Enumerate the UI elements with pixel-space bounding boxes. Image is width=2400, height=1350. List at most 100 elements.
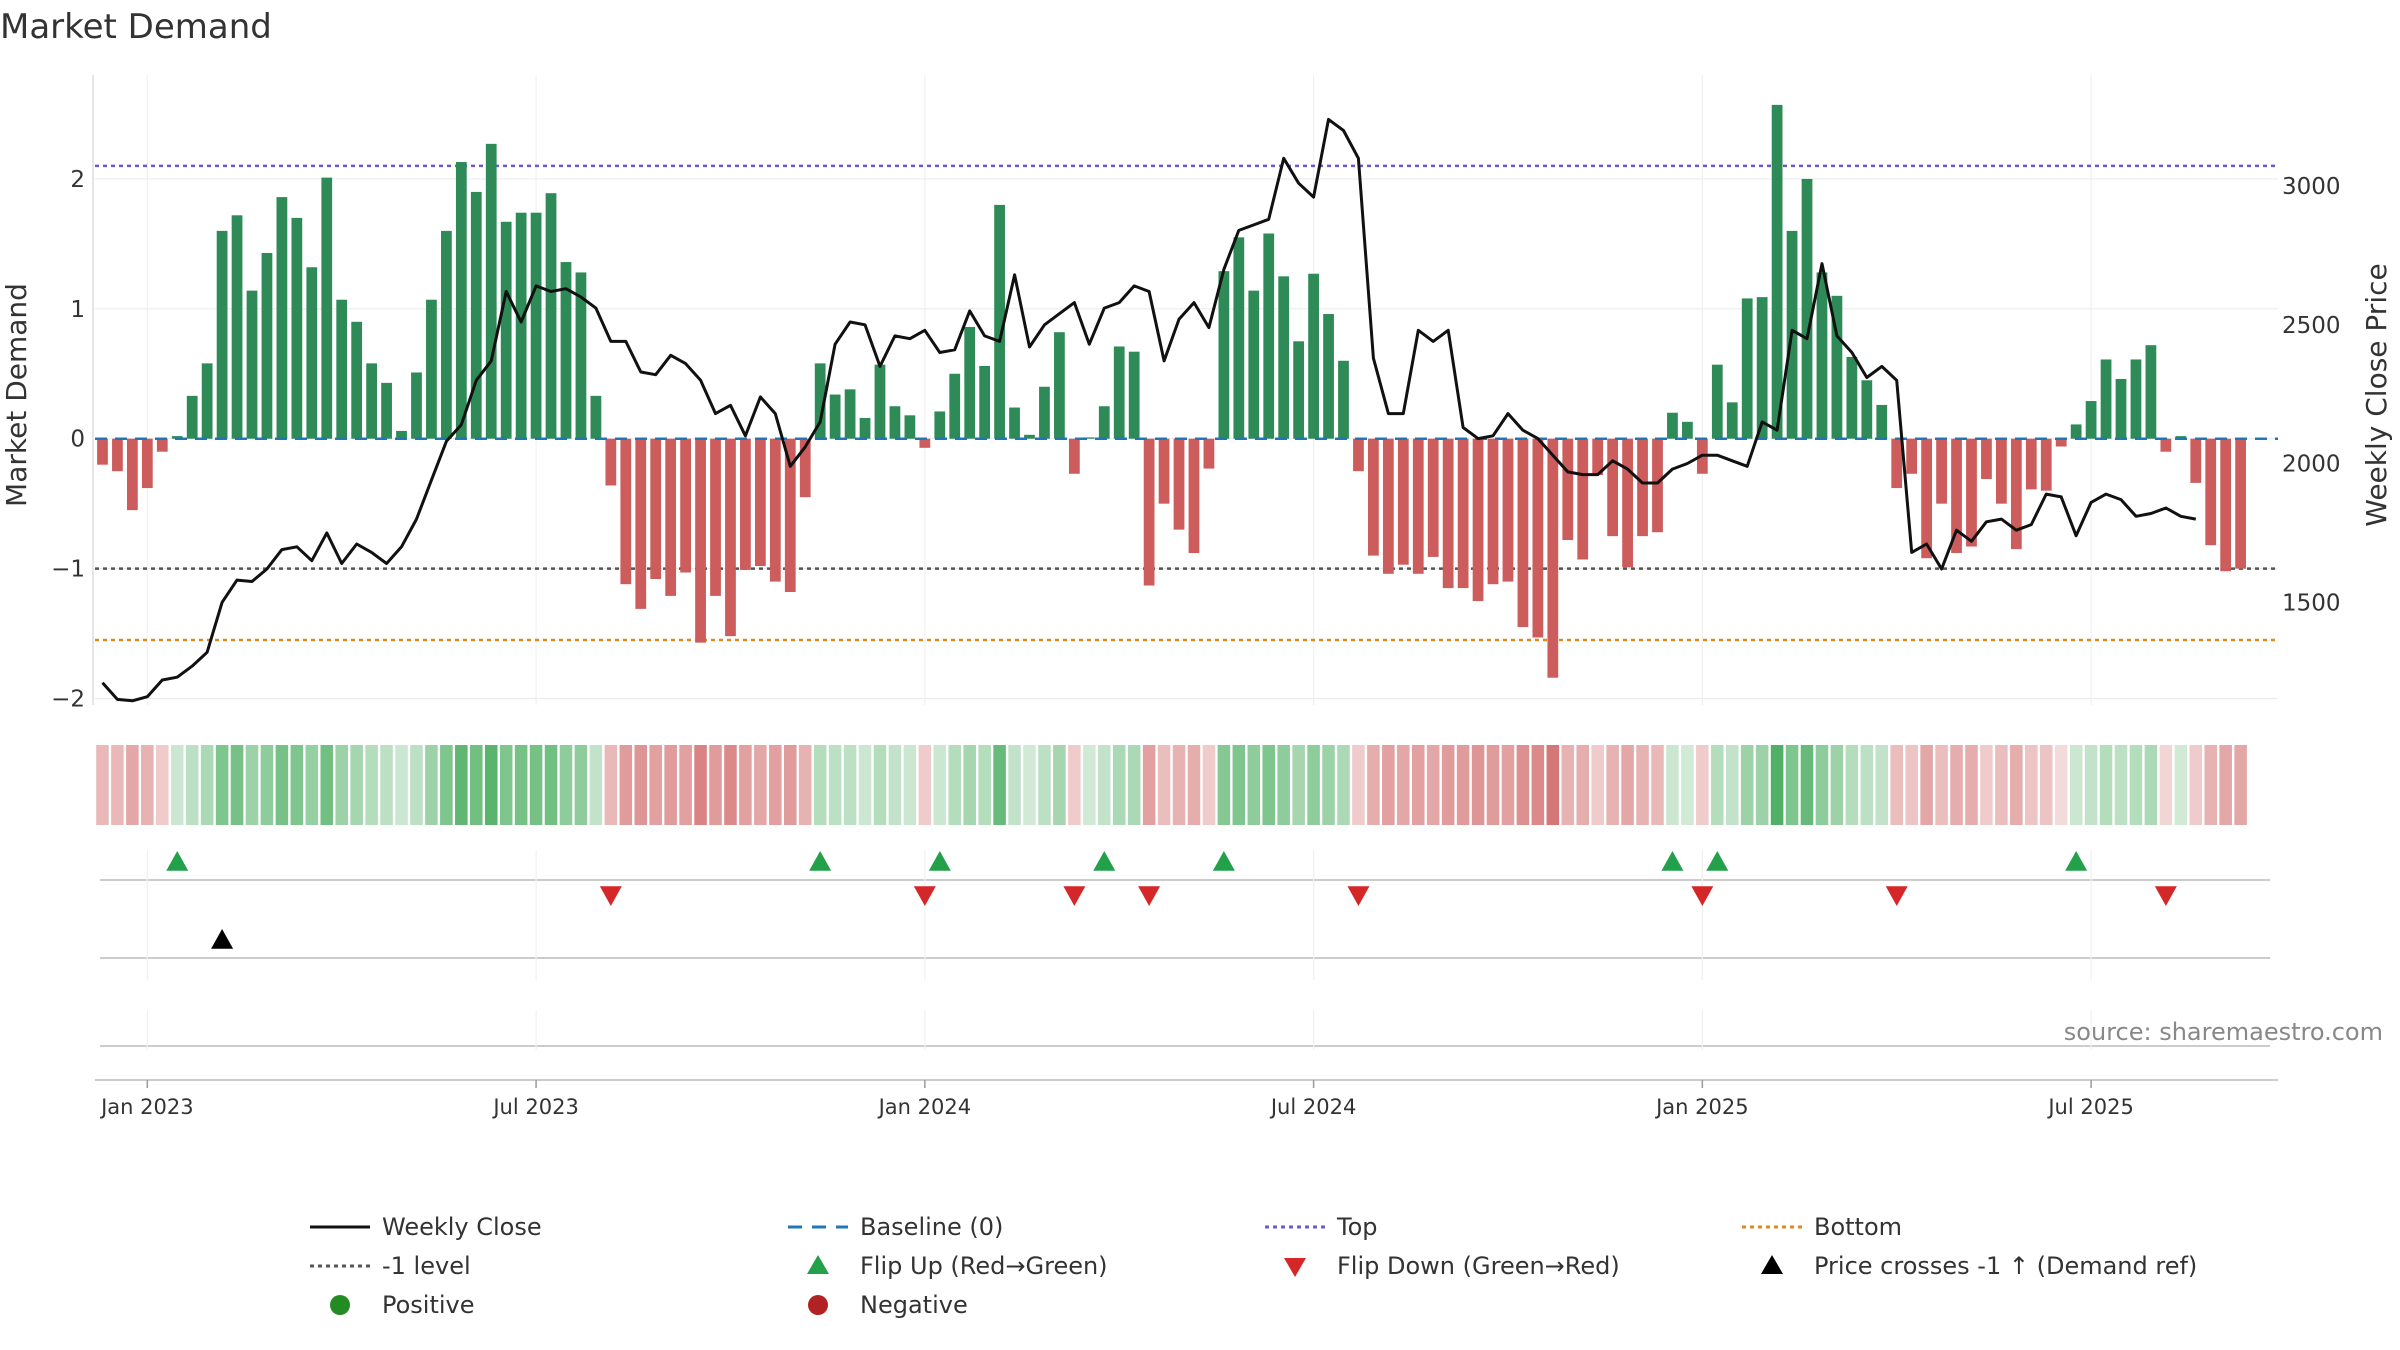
legend: Weekly Close Baseline (0) Top Bottom -1 leve… <box>310 1213 2197 1319</box>
heat-cell <box>1965 745 1978 825</box>
demand-bar <box>740 438 751 570</box>
demand-bar <box>590 395 602 439</box>
demand-bar <box>141 438 153 489</box>
demand-bar <box>1981 438 1992 479</box>
demand-bar <box>231 215 243 439</box>
flip-up-marker <box>1093 851 1116 871</box>
demand-bar <box>1831 295 1843 439</box>
demand-bar <box>411 372 422 439</box>
x-tick-label: Jan 2024 <box>877 1095 972 1119</box>
demand-bar <box>1622 438 1633 568</box>
demand-bar <box>1083 437 1095 439</box>
demand-bar <box>904 415 916 439</box>
x-tick-label: Jan 2023 <box>99 1095 194 1119</box>
demand-bar <box>1457 438 1469 589</box>
heat-cell <box>1845 745 1859 825</box>
demand-bar <box>1442 438 1454 589</box>
legend-swatch <box>1761 1255 1783 1274</box>
legend-label: Bottom <box>1814 1213 1902 1241</box>
demand-bar <box>859 417 871 439</box>
demand-bar <box>1353 438 1364 472</box>
demand-bar <box>799 438 811 498</box>
demand-bar <box>829 394 841 439</box>
demand-bar <box>1801 178 1813 439</box>
legend-label: Negative <box>860 1291 968 1319</box>
heat-cell <box>1651 745 1664 825</box>
demand-bar <box>784 438 796 592</box>
heat-cell <box>1561 745 1575 825</box>
heat-cell <box>365 745 378 825</box>
demand-bar <box>1652 438 1663 533</box>
flip-down-marker <box>1691 886 1714 906</box>
heat-cell <box>888 745 902 825</box>
demand-bar <box>844 389 856 439</box>
demand-bar <box>2115 378 2127 439</box>
heat-cell <box>1142 745 1156 825</box>
heat-cell <box>1740 745 1754 825</box>
price-cross-marker <box>211 929 234 949</box>
heat-cell <box>873 745 887 825</box>
heat-cell <box>1083 745 1096 825</box>
demand-bar <box>1667 412 1678 439</box>
demand-bar <box>1607 438 1619 537</box>
heat-cell <box>96 745 109 825</box>
heat-cell <box>709 745 722 825</box>
demand-bar <box>1203 438 1215 469</box>
demand-bar <box>1861 380 1873 439</box>
heat-cell <box>529 745 543 825</box>
heat-cell <box>440 745 453 825</box>
heat-cell <box>156 745 169 825</box>
y-tick-label: 0 <box>70 427 85 453</box>
demand-bar <box>1547 438 1559 678</box>
heat-cell <box>1397 745 1410 825</box>
demand-bar <box>1532 438 1544 638</box>
heat-cell <box>2204 745 2217 825</box>
heat-cell <box>1112 745 1126 825</box>
flip-down-marker <box>1138 886 1161 906</box>
demand-bar <box>949 373 961 439</box>
demand-bar <box>1891 438 1903 489</box>
heat-cell <box>544 745 558 825</box>
heat-cell <box>2189 745 2203 825</box>
demand-bar <box>1487 438 1499 585</box>
heat-cell <box>350 745 363 825</box>
heat-cell <box>1576 745 1590 825</box>
x-tick-label: Jul 2025 <box>2046 1095 2133 1119</box>
y-axes: −2 −1 0 1 2 1500 2000 2500 3000 <box>51 167 2340 713</box>
flip-down-marker <box>1063 886 1086 906</box>
heat-cell <box>1860 745 1874 825</box>
heat-cell <box>2114 745 2128 825</box>
heat-cell <box>499 745 513 825</box>
heat-cell <box>2039 745 2053 825</box>
heat-cell <box>1830 745 1844 825</box>
demand-bar <box>545 193 557 439</box>
heat-cell <box>963 745 976 825</box>
heat-cell <box>1053 745 1066 825</box>
demand-bar <box>2025 438 2037 490</box>
demand-bar <box>2130 359 2142 439</box>
heat-cell <box>828 745 842 825</box>
demand-bar <box>1323 314 1334 439</box>
demand-bar <box>276 197 288 439</box>
demand-bar <box>1577 438 1589 560</box>
heat-cell <box>1606 745 1619 825</box>
heat-cell <box>1785 745 1799 825</box>
demand-bar <box>2235 438 2247 569</box>
y-tick-label: 2 <box>70 167 85 193</box>
flip-down-marker <box>599 886 622 906</box>
heat-cell <box>619 745 633 825</box>
heat-cell <box>559 745 573 825</box>
heat-cell <box>1367 745 1380 825</box>
y-tick-label: −1 <box>51 557 85 583</box>
demand-bar <box>1682 421 1693 439</box>
heat-cell <box>1486 745 1500 825</box>
heat-cell <box>1337 745 1350 825</box>
heat-cell <box>1292 745 1305 825</box>
legend-label: -1 level <box>382 1252 471 1280</box>
demand-bar <box>1771 104 1783 439</box>
heat-cell <box>1023 745 1036 825</box>
event-markers <box>100 850 2270 1050</box>
x-axis: Jan 2023 Jul 2023 Jan 2024 Jul 2024 Jan 2025… <box>95 1079 2278 1119</box>
flip-up-marker <box>1706 851 1729 871</box>
